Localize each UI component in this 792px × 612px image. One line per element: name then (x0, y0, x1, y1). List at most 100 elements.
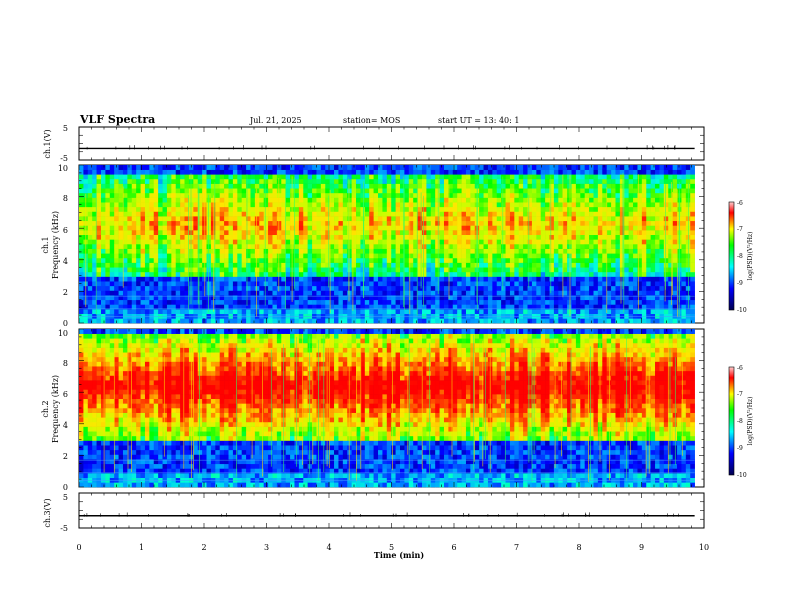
spectrogram-cell (144, 309, 150, 315)
spectrogram-cell (131, 267, 137, 273)
spectrogram-cell (492, 276, 498, 282)
spectrogram-cell (461, 285, 467, 291)
spectrogram-cell (619, 206, 625, 212)
spectrogram-cell (637, 202, 643, 208)
spectrogram-cell (136, 276, 141, 282)
spectrogram-cell (672, 295, 678, 301)
spectrogram-cell (633, 225, 638, 231)
spectrogram-cell (448, 197, 454, 203)
spectrogram-cell (83, 398, 89, 404)
spectrogram-cell (373, 165, 379, 170)
spectrogram-cell (175, 276, 181, 282)
spectrogram-cell (87, 473, 93, 479)
spectrogram-cell (193, 271, 199, 277)
spectrogram-cell (140, 248, 146, 254)
spectrogram-cell (549, 253, 555, 259)
spectrogram-cell (122, 318, 128, 324)
spectrogram-cell (149, 230, 155, 236)
spectrogram-cell (597, 253, 603, 259)
spectrogram-cell (593, 290, 599, 296)
spectrogram-cell (470, 309, 476, 315)
spectrogram-cell (452, 178, 458, 184)
spectrogram-cell (263, 299, 269, 305)
spectrogram-cell (202, 309, 207, 315)
spectrogram-cell (523, 165, 528, 170)
spectrogram-cell (435, 178, 440, 184)
spectrogram-cell (224, 234, 229, 240)
spectrogram-cell (316, 178, 322, 184)
spectrogram-cell (487, 304, 493, 310)
spectrogram-cell (193, 239, 199, 245)
spectrogram-cell (184, 220, 190, 226)
spectrogram-cell (527, 169, 533, 175)
spectrogram-cell (514, 211, 520, 217)
spectrogram-cell (228, 178, 234, 184)
spectrogram-cell (421, 318, 427, 324)
spectrogram-cell (329, 192, 335, 198)
spectrogram-cell (523, 220, 528, 226)
spectrogram-cell (298, 304, 304, 310)
spectrogram-cell (509, 248, 515, 254)
spectrogram-cell (641, 165, 647, 170)
spectrogram-cell (606, 295, 612, 301)
spectrogram-cell (131, 313, 137, 319)
spectrogram-cell (602, 202, 607, 208)
spectrogram-cell (523, 211, 528, 217)
spectrogram-cell (118, 234, 124, 240)
spectrogram-cell (294, 183, 300, 189)
spectrogram-cell (83, 394, 89, 400)
spectrogram-cell (650, 257, 656, 263)
spectrogram-cell (413, 248, 418, 254)
spectrogram-cell (619, 197, 625, 203)
spectrogram-cell (224, 290, 229, 296)
spectrogram-cell (83, 188, 89, 194)
spectrogram-cell (162, 304, 168, 310)
spectrogram-cell (386, 230, 392, 236)
spectrogram-cell (659, 192, 665, 198)
spectrogram-cell (606, 248, 612, 254)
spectrogram-cell (175, 188, 181, 194)
spectrogram-cell (364, 309, 370, 315)
spectrogram-cell (637, 206, 643, 212)
spectrogram-cell (237, 318, 242, 324)
spectrogram-cell (523, 206, 528, 212)
spectrogram-cell (672, 276, 678, 282)
spectrogram-cell (633, 313, 638, 319)
spectrogram-cell (435, 239, 440, 245)
spectrogram-cell (391, 230, 396, 236)
spectrogram-cell (395, 211, 401, 217)
spectrogram-cell (312, 267, 317, 273)
spectrogram-cell (417, 239, 423, 245)
spectrogram-cell (421, 230, 427, 236)
spectrogram-cell (184, 239, 190, 245)
spectrogram-cell (193, 183, 199, 189)
spectrogram-cell (162, 174, 168, 180)
spectrogram-cell (254, 169, 260, 175)
spectrogram-cell (250, 211, 256, 217)
spectrogram-cell (197, 211, 203, 217)
spectrogram-cell (364, 202, 370, 208)
spectrogram-cell (105, 183, 111, 189)
spectrogram-cell (571, 178, 577, 184)
spectrogram-cell (114, 197, 119, 203)
spectrogram-cell (448, 290, 454, 296)
spectrogram-cell (479, 290, 484, 296)
spectrogram-cell (285, 183, 291, 189)
spectrogram-cell (597, 216, 603, 222)
spectrogram-cell (628, 234, 634, 240)
spectrogram-cell (531, 197, 537, 203)
spectrogram-cell (338, 165, 344, 170)
spectrogram-cell (602, 304, 607, 310)
spectrogram-cell (369, 165, 374, 170)
spectrogram-cell (114, 178, 119, 184)
spectrogram-cell (92, 468, 97, 474)
spectrogram-cell (87, 370, 93, 376)
spectrogram-cell (259, 248, 264, 254)
spectrogram-cell (83, 463, 89, 469)
spectrogram-cell (131, 262, 137, 268)
spectrogram-cell (509, 309, 515, 315)
spectrogram-cell (342, 244, 348, 249)
spectrogram-cell (641, 220, 647, 226)
spectrogram-cell (461, 276, 467, 282)
spectrogram-cell (606, 178, 612, 184)
